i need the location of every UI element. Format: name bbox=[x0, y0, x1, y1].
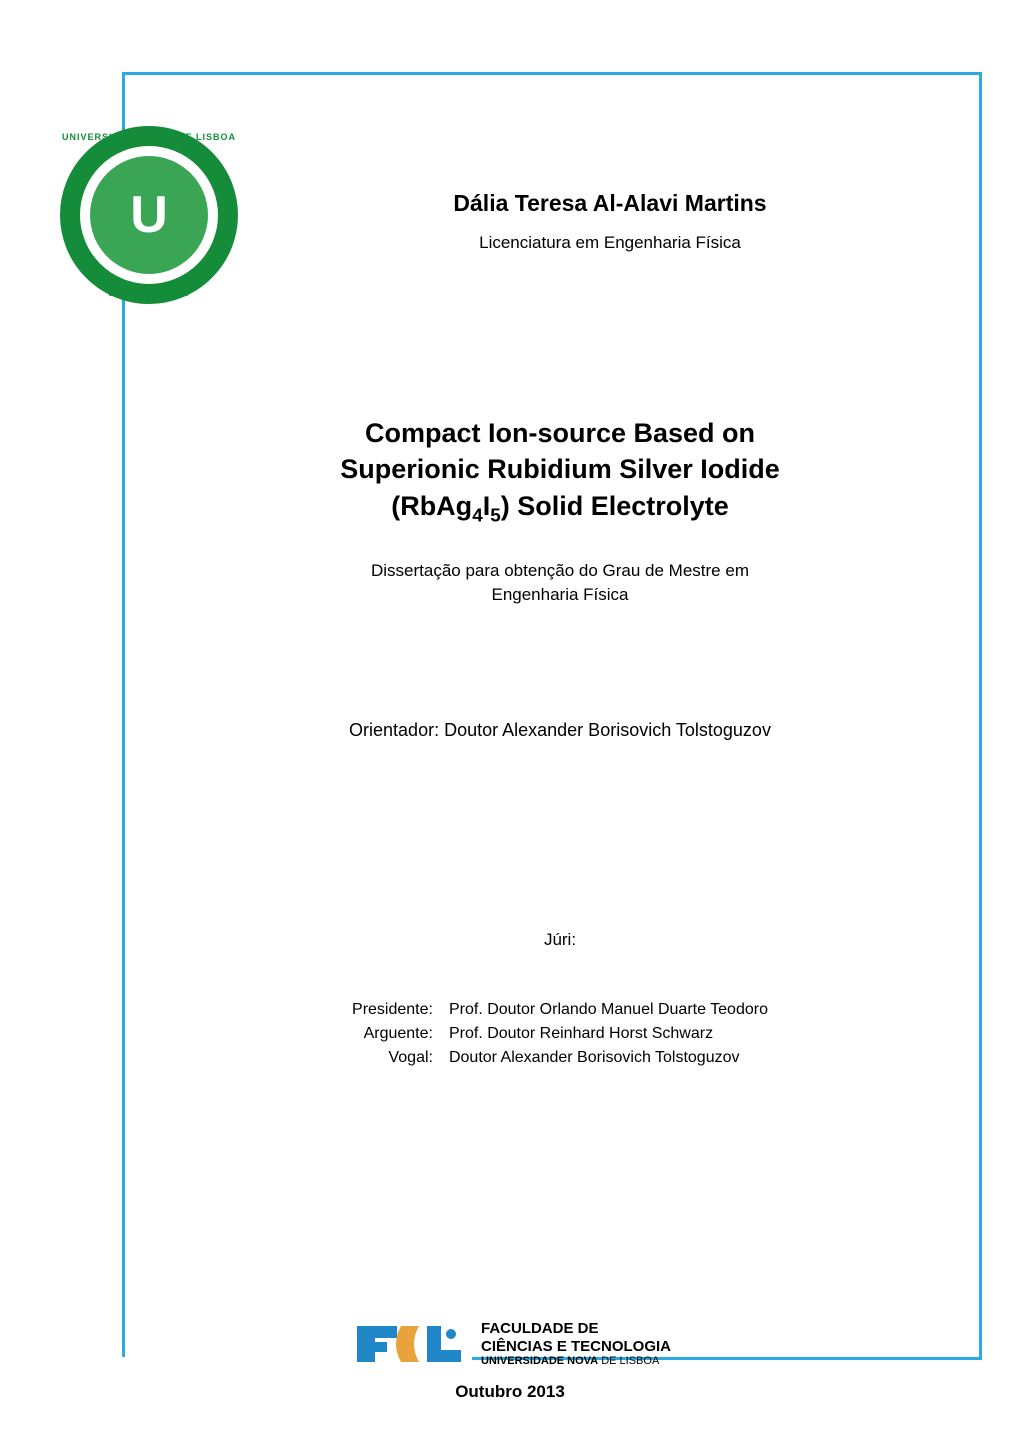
title-line3-prefix: (RbAg bbox=[391, 491, 472, 521]
title-line2: Superionic Rubidium Silver Iodide bbox=[340, 454, 780, 484]
jury-member-name: Doutor Alexander Borisovich Tolstoguzov bbox=[441, 1046, 776, 1070]
title-sub2: 5 bbox=[490, 505, 501, 526]
page-frame bbox=[122, 72, 982, 1360]
jury-heading: Júri: bbox=[200, 930, 920, 950]
author-degree: Licenciatura em Engenharia Física bbox=[300, 233, 920, 253]
seal-symbol: U bbox=[100, 166, 198, 264]
author-block: Dália Teresa Al-Alavi Martins Licenciatu… bbox=[300, 190, 920, 253]
supervisor-block: Orientador: Doutor Alexander Borisovich … bbox=[200, 720, 920, 741]
title-line3-suffix: ) Solid Electrolyte bbox=[501, 491, 729, 521]
author-name: Dália Teresa Al-Alavi Martins bbox=[300, 190, 920, 217]
fct-line1: FACULDADE DE bbox=[481, 1320, 671, 1337]
jury-block: Júri: Presidente: Prof. Doutor Orlando M… bbox=[200, 930, 920, 1070]
seal-bottom-text: SE DIVISA NON STAT bbox=[60, 289, 238, 298]
jury-member-name: Prof. Doutor Orlando Manuel Duarte Teodo… bbox=[441, 998, 776, 1022]
jury-role: Vogal: bbox=[344, 1046, 441, 1070]
footer-date: Outubro 2013 bbox=[0, 1382, 1020, 1402]
seal-top-text: UNIVERSIDADE NOVA DE LISBOA bbox=[60, 132, 238, 142]
university-seal: U UNIVERSIDADE NOVA DE LISBOA SE DIVISA … bbox=[60, 126, 238, 304]
supervisor-label: Orientador: bbox=[349, 720, 439, 740]
title-sub1: 4 bbox=[472, 505, 483, 526]
footer-block: FACULDADE DE CIÊNCIAS E TECNOLOGIA UNIVE… bbox=[0, 1314, 1020, 1402]
fct-logo: FACULDADE DE CIÊNCIAS E TECNOLOGIA UNIVE… bbox=[349, 1314, 671, 1374]
subtitle-line2: Engenharia Física bbox=[491, 585, 628, 604]
jury-row: Arguente: Prof. Doutor Reinhard Horst Sc… bbox=[344, 1022, 776, 1046]
fct-line3: UNIVERSIDADE NOVA DE LISBOA bbox=[481, 1355, 671, 1368]
jury-role: Presidente: bbox=[344, 998, 441, 1022]
thesis-subtitle: Dissertação para obtenção do Grau de Mes… bbox=[200, 559, 920, 607]
jury-row: Presidente: Prof. Doutor Orlando Manuel … bbox=[344, 998, 776, 1022]
jury-role: Arguente: bbox=[344, 1022, 441, 1046]
jury-row: Vogal: Doutor Alexander Borisovich Tolst… bbox=[344, 1046, 776, 1070]
thesis-title: Compact Ion-source Based on Superionic R… bbox=[200, 415, 920, 529]
supervisor-name: Doutor Alexander Borisovich Tolstoguzov bbox=[444, 720, 771, 740]
fct-mark-icon bbox=[349, 1314, 469, 1374]
fct-line3-bold: UNIVERSIDADE NOVA bbox=[481, 1355, 598, 1367]
fct-line2: CIÊNCIAS E TECNOLOGIA bbox=[481, 1338, 671, 1355]
jury-table: Presidente: Prof. Doutor Orlando Manuel … bbox=[344, 998, 776, 1070]
title-line1: Compact Ion-source Based on bbox=[365, 418, 755, 448]
fct-text: FACULDADE DE CIÊNCIAS E TECNOLOGIA UNIVE… bbox=[481, 1320, 671, 1367]
title-block: Compact Ion-source Based on Superionic R… bbox=[200, 415, 920, 606]
jury-member-name: Prof. Doutor Reinhard Horst Schwarz bbox=[441, 1022, 776, 1046]
subtitle-line1: Dissertação para obtenção do Grau de Mes… bbox=[371, 561, 749, 580]
fct-line3-light: DE LISBOA bbox=[598, 1355, 659, 1367]
